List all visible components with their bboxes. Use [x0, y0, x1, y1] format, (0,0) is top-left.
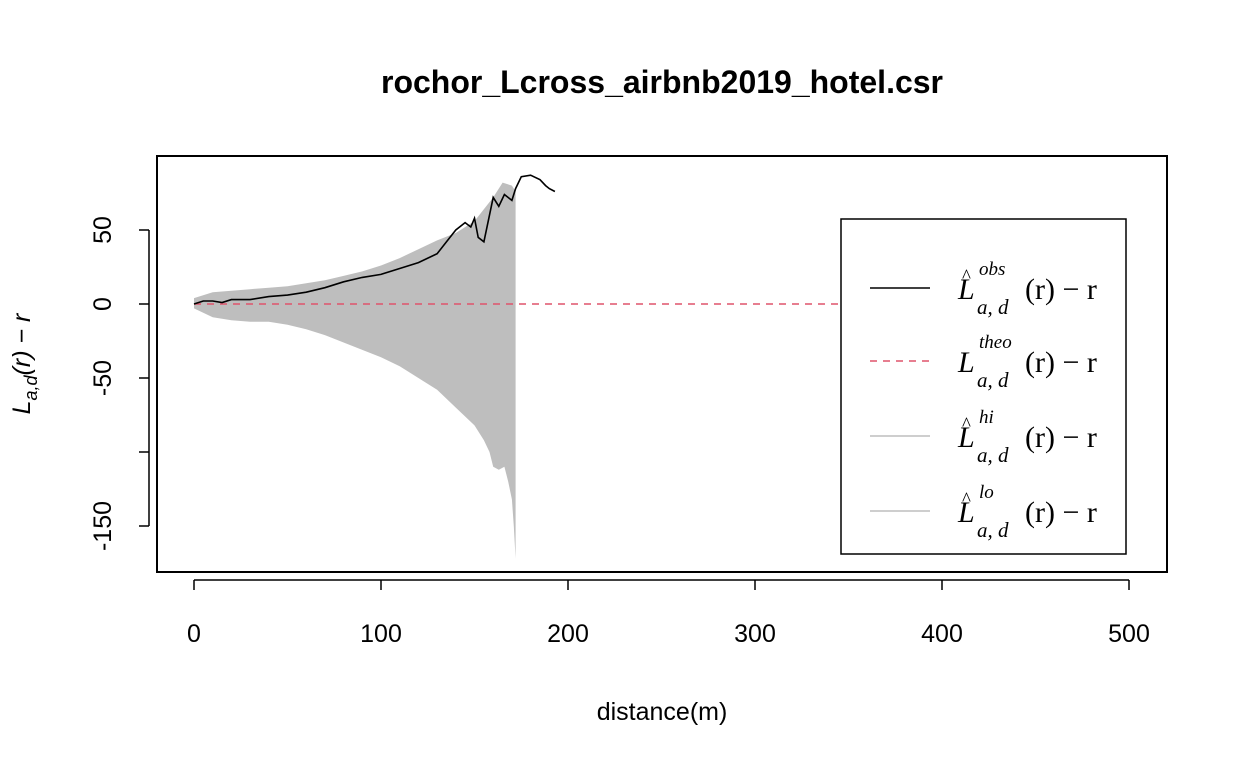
legend-math-tail: (r) − r: [1025, 273, 1097, 306]
x-tick-label: 400: [921, 620, 963, 648]
series-line-obs: [193, 174, 556, 305]
plot-frame: [156, 155, 1168, 573]
legend-math-sub: a, d: [977, 368, 1009, 392]
legend-math-base: L: [957, 496, 975, 529]
y-tick-label: 50: [89, 216, 117, 244]
x-axis: 0 100 200 300 400 500: [187, 579, 1150, 648]
legend-math-sub: a, d: [977, 443, 1009, 467]
legend-math-base: L: [957, 421, 975, 454]
chart-title: rochor_Lcross_airbnb2019_hotel.csr: [381, 64, 943, 100]
legend-math-base: L: [957, 346, 975, 379]
legend-box: [840, 218, 1127, 555]
legend-label-obs: L^ obs a, d (r) − r: [957, 259, 1097, 319]
y-axis: -150 -50 0 50: [89, 216, 150, 551]
legend-label-hi: L^ hi a, d (r) − r: [957, 407, 1097, 467]
legend-label-lo: L^ lo a, d (r) − r: [957, 482, 1097, 542]
y-axis-label: La,d(r) − r: [8, 312, 41, 414]
legend-math-base: L: [957, 273, 975, 306]
x-tick-label: 100: [360, 620, 402, 648]
legend-math-sup: theo: [979, 332, 1012, 353]
y-tick-label: 0: [89, 297, 117, 311]
envelope-band: [194, 182, 516, 559]
x-tick-label: 500: [1108, 620, 1150, 648]
x-tick-label: 200: [547, 620, 589, 648]
y-tick-label: -150: [89, 501, 117, 551]
legend-math-sup: lo: [979, 482, 994, 503]
legend-math-sub: a, d: [977, 518, 1009, 542]
legend-math-tail: (r) − r: [1025, 496, 1097, 529]
x-tick-label: 0: [187, 620, 201, 648]
legend-math-hat: ^: [962, 489, 971, 510]
legend-math-hat: ^: [962, 414, 971, 435]
legend-math-sub: a, d: [977, 295, 1009, 319]
legend-math-tail: (r) − r: [1025, 421, 1097, 454]
legend-math-tail: (r) − r: [1025, 346, 1097, 379]
y-tick-label: -50: [89, 360, 117, 396]
x-tick-label: 300: [734, 620, 776, 648]
legend-math-sup: hi: [979, 407, 994, 428]
legend-math-sup: obs: [979, 259, 1005, 280]
legend-math-hat: ^: [962, 266, 971, 287]
x-axis-label: distance(m): [597, 698, 728, 726]
